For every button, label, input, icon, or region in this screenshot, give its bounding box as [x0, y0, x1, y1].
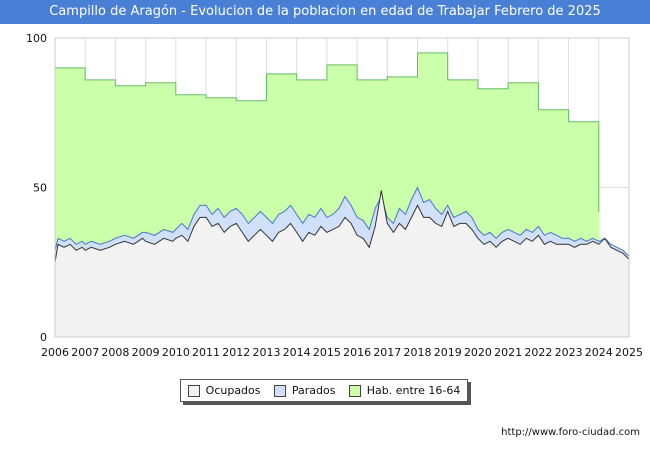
x-tick-label-2009: 2009	[132, 346, 160, 359]
tick-labels: 2006 2007 2008 2009 2010 2011 2012 2013 2014 2015…	[26, 32, 643, 359]
legend-swatch-parados	[273, 384, 286, 397]
y-tick-label-50: 50	[33, 182, 47, 195]
x-tick-label-2019: 2019	[434, 346, 462, 359]
legend-label-parados: Parados	[291, 384, 336, 397]
x-tick-label-2013: 2013	[252, 346, 280, 359]
legend-label-ocupados: Ocupados	[205, 384, 261, 397]
line-ocupados	[54, 190, 630, 263]
source-url: http://www.foro-ciudad.com	[501, 427, 640, 438]
x-tick-label-2023: 2023	[555, 346, 583, 359]
x-tick-label-2006: 2006	[41, 346, 69, 359]
plot-frame	[54, 37, 630, 338]
chart-canvas: 2006 2007 2008 2009 2010 2011 2012 2013 2014 2015…	[26, 32, 643, 359]
axes	[54, 37, 630, 338]
x-tick-label-2012: 2012	[222, 346, 250, 359]
legend-label-habitantes: Hab. entre 16-64	[366, 384, 461, 397]
x-tick-label-2015: 2015	[313, 346, 341, 359]
y-tick-label-100: 100	[26, 32, 47, 45]
x-tick-label-2016: 2016	[343, 346, 371, 359]
legend-item-ocupados: Ocupados	[187, 384, 261, 397]
x-tick-label-2014: 2014	[283, 346, 311, 359]
x-tick-label-2011: 2011	[192, 346, 220, 359]
area-ocupados	[55, 190, 629, 337]
x-tick-label-2024: 2024	[585, 346, 613, 359]
legend-swatch-ocupados	[187, 384, 200, 397]
x-tick-label-2008: 2008	[101, 346, 129, 359]
series-areas	[54, 52, 630, 338]
x-tick-label-2020: 2020	[464, 346, 492, 359]
x-tick-label-2025: 2025	[615, 346, 643, 359]
legend: Ocupados Parados Hab. entre 16-64	[180, 379, 468, 402]
line-parados	[54, 186, 630, 257]
x-tick-label-2021: 2021	[494, 346, 522, 359]
x-tick-label-2022: 2022	[524, 346, 552, 359]
x-tick-label-2010: 2010	[162, 346, 190, 359]
legend-swatch-habitantes	[348, 384, 361, 397]
x-tick-label-2018: 2018	[404, 346, 432, 359]
legend-item-habitantes: Hab. entre 16-64	[348, 384, 461, 397]
line-hab-entre-16-64	[55, 52, 600, 212]
chart-title: Campillo de Aragón - Evolucion de la pob…	[0, 0, 650, 24]
x-tick-label-2017: 2017	[373, 346, 401, 359]
y-tick-label-0: 0	[40, 331, 47, 344]
x-tick-label-2007: 2007	[71, 346, 99, 359]
legend-item-parados: Parados	[273, 384, 336, 397]
